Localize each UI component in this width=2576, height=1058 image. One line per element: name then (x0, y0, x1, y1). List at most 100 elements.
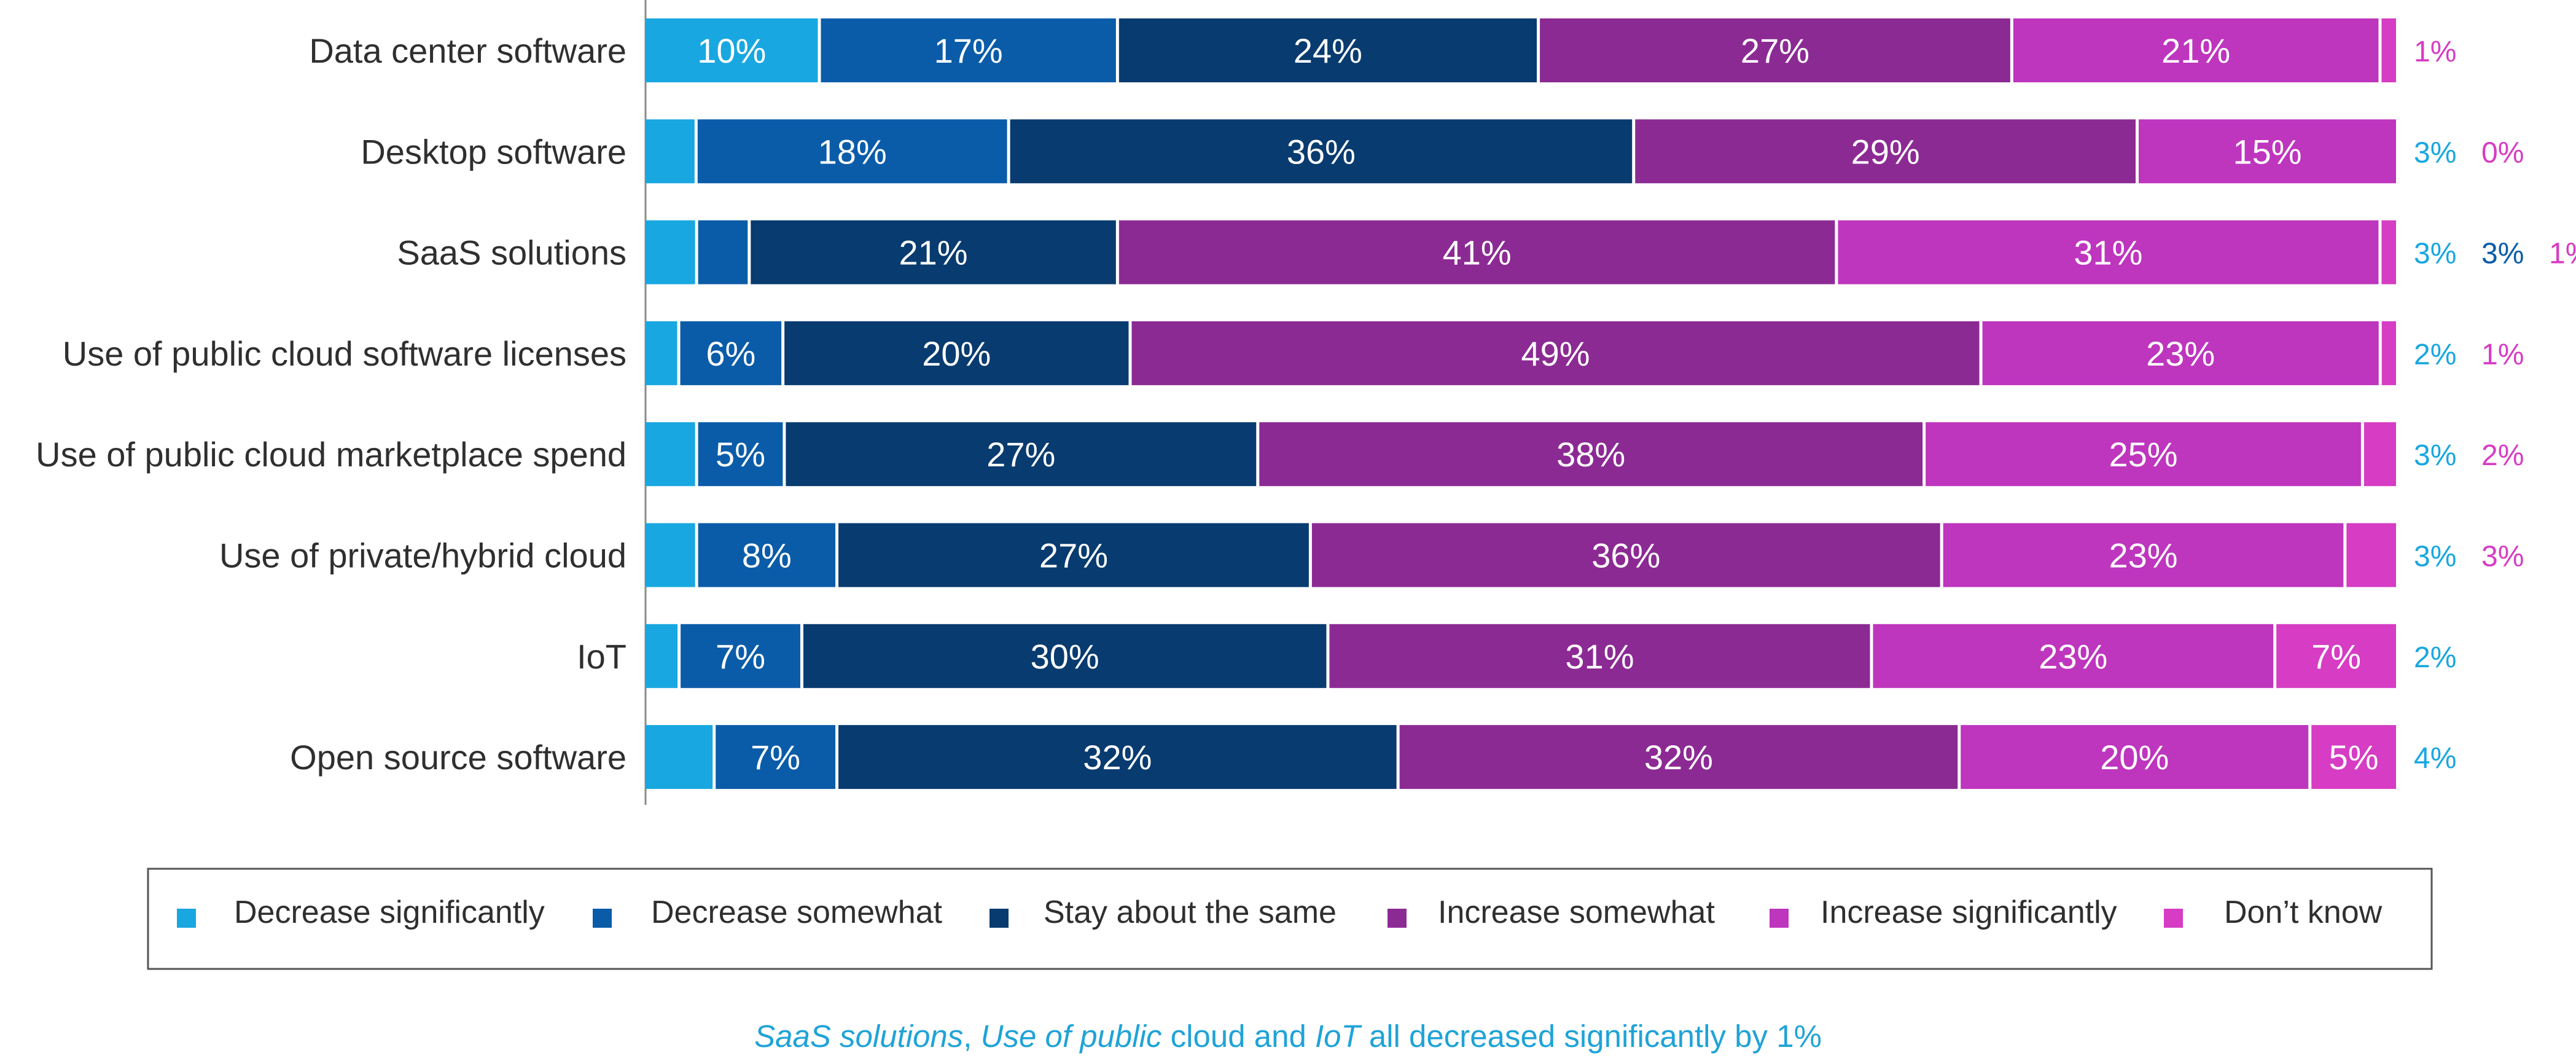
bar-segment-saas-solutions-decrease-significantly (646, 220, 695, 284)
bar-data-label-open-source-software-stay-about-the-same: 32% (1083, 738, 1152, 777)
bar-segment-desktop-software-decrease-somewhat (697, 119, 1007, 184)
bar-data-label-use-of-private-hybrid-cloud-stay-about-the-same: 27% (1039, 536, 1108, 575)
bar-segment-iot-increase-significantly (1873, 624, 2274, 688)
bar-data-label-iot-increase-somewhat: 31% (1565, 637, 1634, 676)
legend-swatch-dont-know (2164, 909, 2183, 928)
bar-segment-data-center-software-dont-know (2381, 18, 2396, 82)
legend-swatch-decrease-somewhat (593, 909, 612, 928)
bar-data-label-open-source-software-dont-know: 5% (2329, 738, 2379, 777)
outside-data-label-saas-solutions-0: 3% (2414, 238, 2456, 270)
bar-segment-open-source-software-decrease-significantly (646, 725, 713, 790)
bar-segment-open-source-software-stay-about-the-same (838, 725, 1397, 790)
outside-data-label-use-of-public-cloud-marketplace-spend-0: 3% (2414, 439, 2456, 472)
outside-data-label-desktop-software-1: 0% (2481, 136, 2524, 169)
bar-segment-desktop-software-stay-about-the-same (1010, 119, 1633, 184)
bar-data-label-open-source-software-decrease-somewhat: 7% (751, 738, 800, 777)
bar-segment-desktop-software-increase-somewhat (1635, 119, 2136, 184)
bar-data-label-data-center-software-stay-about-the-same: 24% (1294, 31, 1362, 70)
bar-data-label-desktop-software-increase-somewhat: 29% (1851, 132, 1920, 171)
legend-label-increase-somewhat: Increase somewhat (1438, 895, 1715, 930)
bar-data-label-saas-solutions-increase-significantly: 31% (2074, 233, 2142, 272)
outside-data-label-use-of-public-cloud-software-licenses-0: 2% (2414, 339, 2456, 371)
bar-segment-use-of-public-cloud-marketplace-spend-decrease-somewhat (698, 422, 783, 487)
bar-segment-use-of-private-hybrid-cloud-increase-somewhat (1311, 523, 1940, 587)
footnote-part-1: , (963, 1019, 980, 1054)
bar-segment-iot-decrease-somewhat (681, 624, 800, 688)
footnote-part-5: all decreased significantly by 1% (1360, 1019, 1822, 1054)
bar-segment-saas-solutions-stay-about-the-same (751, 220, 1116, 284)
bar-data-label-use-of-public-cloud-software-licenses-stay-about-the-same: 20% (922, 334, 991, 373)
bar-segment-data-center-software-increase-significantly (2013, 18, 2379, 82)
bar-segment-iot-dont-know (2276, 624, 2396, 688)
legend-swatch-increase-somewhat (1388, 909, 1407, 928)
category-label-open-source-software: Open source software (290, 738, 626, 777)
bar-segment-open-source-software-decrease-somewhat (716, 725, 836, 790)
category-label-desktop-software: Desktop software (361, 132, 626, 171)
bar-data-label-data-center-software-increase-somewhat: 27% (1741, 31, 1809, 70)
outside-data-label-iot-0: 2% (2414, 641, 2456, 674)
bar-data-label-data-center-software-decrease-somewhat: 17% (934, 31, 1003, 70)
bar-data-label-open-source-software-increase-significantly: 20% (2100, 738, 2169, 777)
bar-data-label-use-of-public-cloud-marketplace-spend-stay-about-the-same: 27% (986, 435, 1055, 474)
bar-data-label-use-of-public-cloud-software-licenses-increase-significantly: 23% (2146, 334, 2215, 373)
outside-data-label-use-of-public-cloud-marketplace-spend-1: 2% (2481, 439, 2524, 472)
legend-swatch-increase-significantly (1770, 909, 1789, 928)
bar-segment-use-of-public-cloud-marketplace-spend-dont-know (2363, 422, 2396, 487)
legend-label-increase-significantly: Increase significantly (1821, 895, 2117, 930)
bar-segment-open-source-software-increase-somewhat (1399, 725, 1958, 790)
footnote-part-0: SaaS solutions (754, 1019, 963, 1054)
bar-data-label-use-of-private-hybrid-cloud-increase-significantly: 23% (2109, 536, 2177, 575)
bar-segment-data-center-software-stay-about-the-same (1118, 18, 1537, 82)
bar-segment-iot-stay-about-the-same (803, 624, 1327, 688)
bar-segment-data-center-software-decrease-significantly (646, 18, 818, 82)
bar-segment-iot-increase-somewhat (1329, 624, 1870, 688)
bar-segment-use-of-public-cloud-software-licenses-decrease-significantly (646, 321, 677, 385)
bar-segment-use-of-private-hybrid-cloud-decrease-somewhat (698, 523, 836, 587)
bar-segment-use-of-private-hybrid-cloud-stay-about-the-same (838, 523, 1309, 587)
category-label-use-of-public-cloud-software-licenses: Use of public cloud software licenses (63, 334, 626, 373)
bar-data-label-saas-solutions-increase-somewhat: 41% (1443, 233, 1512, 272)
footnote-part-2: Use of public (981, 1019, 1162, 1054)
outside-data-label-data-center-software-0: 1% (2414, 36, 2456, 68)
bar-data-label-use-of-public-cloud-software-licenses-decrease-somewhat: 6% (706, 334, 755, 373)
bar-data-label-use-of-public-cloud-marketplace-spend-increase-somewhat: 38% (1556, 435, 1625, 474)
bar-data-label-use-of-public-cloud-software-licenses-increase-somewhat: 49% (1521, 334, 1590, 373)
bar-segment-data-center-software-decrease-somewhat (821, 18, 1116, 82)
category-label-use-of-public-cloud-marketplace-spend: Use of public cloud marketplace spend (36, 435, 626, 474)
bar-data-label-use-of-public-cloud-marketplace-spend-increase-significantly: 25% (2109, 435, 2177, 474)
bar-segment-saas-solutions-dont-know (2381, 220, 2396, 284)
bar-segment-use-of-public-cloud-software-licenses-dont-know (2381, 321, 2396, 385)
bar-data-label-use-of-private-hybrid-cloud-decrease-somewhat: 8% (742, 536, 792, 575)
bar-segment-desktop-software-decrease-significantly (646, 119, 695, 184)
legend-label-decrease-significantly: Decrease significantly (234, 895, 545, 930)
bar-segment-use-of-public-cloud-software-licenses-decrease-somewhat (680, 321, 782, 385)
footnote-part-3: cloud and (1161, 1019, 1315, 1054)
outside-data-label-open-source-software-0: 4% (2414, 742, 2456, 775)
bar-segment-saas-solutions-increase-significantly (1838, 220, 2379, 284)
category-label-iot: IoT (577, 637, 626, 676)
bar-data-label-data-center-software-increase-significantly: 21% (2161, 31, 2230, 70)
bar-data-label-use-of-private-hybrid-cloud-increase-somewhat: 36% (1591, 536, 1660, 575)
bar-segment-use-of-public-cloud-marketplace-spend-decrease-significantly (646, 422, 695, 487)
bar-segment-use-of-public-cloud-marketplace-spend-increase-significantly (1926, 422, 2361, 487)
bar-data-label-iot-decrease-somewhat: 7% (716, 637, 765, 676)
bar-segment-data-center-software-increase-somewhat (1540, 18, 2010, 82)
footnote: SaaS solutions, Use of public cloud and … (754, 1019, 1822, 1054)
bar-segment-open-source-software-increase-significantly (1961, 725, 2309, 790)
outside-data-label-use-of-private-hybrid-cloud-1: 3% (2481, 541, 2524, 573)
category-label-data-center-software: Data center software (309, 31, 626, 70)
legend-swatch-decrease-significantly (177, 909, 196, 928)
bar-data-label-iot-stay-about-the-same: 30% (1031, 637, 1099, 676)
bar-segment-use-of-public-cloud-software-licenses-stay-about-the-same (784, 321, 1129, 385)
bar-segment-iot-decrease-significantly (646, 624, 678, 688)
bar-segment-use-of-public-cloud-software-licenses-increase-significantly (1982, 321, 2379, 385)
bar-segment-use-of-private-hybrid-cloud-dont-know (2346, 523, 2396, 587)
footnote-part-4: IoT (1315, 1019, 1363, 1054)
outside-data-label-use-of-public-cloud-software-licenses-1: 1% (2481, 339, 2524, 371)
outside-data-label-use-of-private-hybrid-cloud-0: 3% (2414, 541, 2456, 573)
legend-label-stay-about-the-same: Stay about the same (1044, 895, 1337, 930)
bar-segment-use-of-public-cloud-software-licenses-increase-somewhat (1131, 321, 1980, 385)
bar-data-label-saas-solutions-stay-about-the-same: 21% (899, 233, 968, 272)
